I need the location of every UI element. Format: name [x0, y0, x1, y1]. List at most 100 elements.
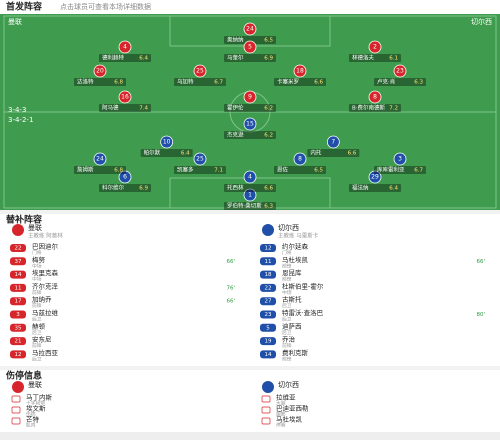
- sub-number-badge: [260, 257, 276, 266]
- sub-position: 后卫: [32, 316, 42, 323]
- sub-name[interactable]: 迪萨西: [282, 321, 302, 330]
- header-subtitle: 点击球员可查看本场详细数据: [60, 2, 151, 11]
- player-name: B·费尔南德斯: [352, 104, 386, 112]
- injury-icon: [261, 417, 271, 425]
- player-badge[interactable]: [160, 135, 174, 149]
- player-badge[interactable]: [93, 152, 107, 166]
- player-label: [140, 149, 193, 157]
- sub-name[interactable]: 费利克斯: [282, 348, 309, 357]
- player-number: 20: [96, 68, 104, 75]
- home-team-name: 曼联: [8, 17, 22, 26]
- player-label: [99, 54, 151, 62]
- pitch-lines: [3, 15, 497, 209]
- player-badge[interactable]: [368, 170, 382, 184]
- sub-name[interactable]: 马拉西亚: [32, 348, 59, 357]
- sub-name[interactable]: 杜斯伯里-霍尔: [282, 281, 324, 290]
- sub-number-badge: [260, 350, 276, 359]
- player-number: 16: [121, 94, 129, 101]
- injury-icon: [261, 395, 271, 403]
- sub-name[interactable]: 马杜埃凯: [282, 255, 309, 264]
- player-badge[interactable]: [118, 170, 132, 184]
- player-badge[interactable]: [326, 135, 340, 149]
- player-badge[interactable]: [293, 64, 307, 78]
- sub-name[interactable]: 约尔延森: [282, 242, 309, 251]
- injury-icon: [11, 417, 21, 425]
- player-number: 10: [163, 139, 171, 146]
- player-number: 8: [373, 94, 377, 101]
- player-badge[interactable]: [243, 170, 257, 184]
- sub-name[interactable]: 齐尔克泽: [32, 281, 59, 290]
- sub-name[interactable]: 恩昆库: [282, 268, 302, 277]
- sub-number-badge: [10, 297, 26, 306]
- sub-number-badge: [10, 283, 26, 292]
- player-label: [74, 166, 126, 174]
- subs-title: 替补阵容: [6, 214, 42, 226]
- player-number: 4: [248, 174, 252, 181]
- player-label: [274, 166, 326, 174]
- sub-name[interactable]: 埃里克森: [32, 268, 59, 277]
- player-badge[interactable]: [193, 152, 207, 166]
- sub-name[interactable]: 加纳乔: [32, 295, 52, 304]
- player-badge[interactable]: [368, 40, 382, 54]
- coach: 主教练 马雷斯卡: [278, 232, 319, 240]
- sub-position: 后卫: [32, 329, 42, 336]
- player-number: 18: [296, 68, 304, 75]
- player-badge[interactable]: [393, 64, 407, 78]
- player-badge[interactable]: [293, 152, 307, 166]
- player-number: 25: [196, 156, 204, 163]
- sub-minute: 66': [476, 259, 485, 265]
- player-badge[interactable]: [93, 64, 107, 78]
- player-number: 25: [196, 68, 204, 75]
- player-label: [374, 78, 426, 86]
- home-formation: 3-4-3: [8, 106, 26, 114]
- sub-number-badge: [10, 257, 26, 266]
- injury-reason: 腿筋: [276, 411, 286, 418]
- player-number: 8: [298, 156, 302, 163]
- player-rating: 6.6: [264, 186, 273, 192]
- sub-position: 前锋: [32, 302, 42, 309]
- player-badge[interactable]: [243, 117, 257, 131]
- player-name: 霍伊伦: [227, 104, 244, 112]
- team-name: 切尔西: [278, 223, 299, 232]
- player-badge[interactable]: [243, 40, 257, 54]
- sub-number-badge: [260, 270, 276, 279]
- team-name: 曼联: [28, 380, 42, 389]
- player-badge[interactable]: [368, 90, 382, 104]
- player-badge[interactable]: [243, 188, 257, 202]
- sub-position: 前锋: [282, 355, 292, 362]
- player-name: 詹姆斯: [77, 166, 94, 174]
- sub-name[interactable]: 梅努: [32, 255, 46, 264]
- player-rating: 6.4: [139, 56, 148, 62]
- sub-position: 前锋: [32, 289, 42, 296]
- team-name: 切尔西: [278, 380, 299, 389]
- sub-name[interactable]: 乔治: [282, 335, 296, 344]
- sub-number-badge: [10, 244, 26, 252]
- player-rating: 7.1: [214, 168, 223, 174]
- player-label: [349, 104, 401, 112]
- player-name: 卡塞米罗: [277, 78, 299, 86]
- sub-name[interactable]: 古斯托: [282, 295, 302, 304]
- player-name: 托西林: [227, 184, 244, 192]
- player-badge[interactable]: [243, 22, 257, 36]
- player-name: 德利赫特: [102, 54, 125, 62]
- player-rating: 6.9: [139, 186, 148, 192]
- sub-number: 17: [15, 299, 22, 305]
- player-name: 达洛特: [77, 78, 94, 86]
- player-badge[interactable]: [118, 90, 132, 104]
- header-title: 首发阵容: [6, 1, 42, 13]
- player-badge[interactable]: [118, 40, 132, 54]
- sub-number: 23: [265, 312, 272, 318]
- injury-name: 马丁内斯: [26, 393, 53, 402]
- player-badge[interactable]: [193, 64, 207, 78]
- player-badge[interactable]: [243, 90, 257, 104]
- player-name: 帕尔默: [144, 149, 161, 157]
- sub-name[interactable]: 马兹拉维: [32, 308, 59, 317]
- sub-name[interactable]: 赫顿: [32, 321, 46, 330]
- player-name: 福法纳: [352, 184, 369, 192]
- player-rating: 6.8: [114, 80, 123, 86]
- sub-name[interactable]: 特雷沃·查洛巴: [282, 308, 324, 317]
- sub-name[interactable]: 安东尼: [32, 335, 52, 344]
- player-badge[interactable]: [393, 152, 407, 166]
- player-rating: 6.6: [348, 151, 357, 157]
- sub-name[interactable]: 巴因迪尔: [32, 242, 59, 251]
